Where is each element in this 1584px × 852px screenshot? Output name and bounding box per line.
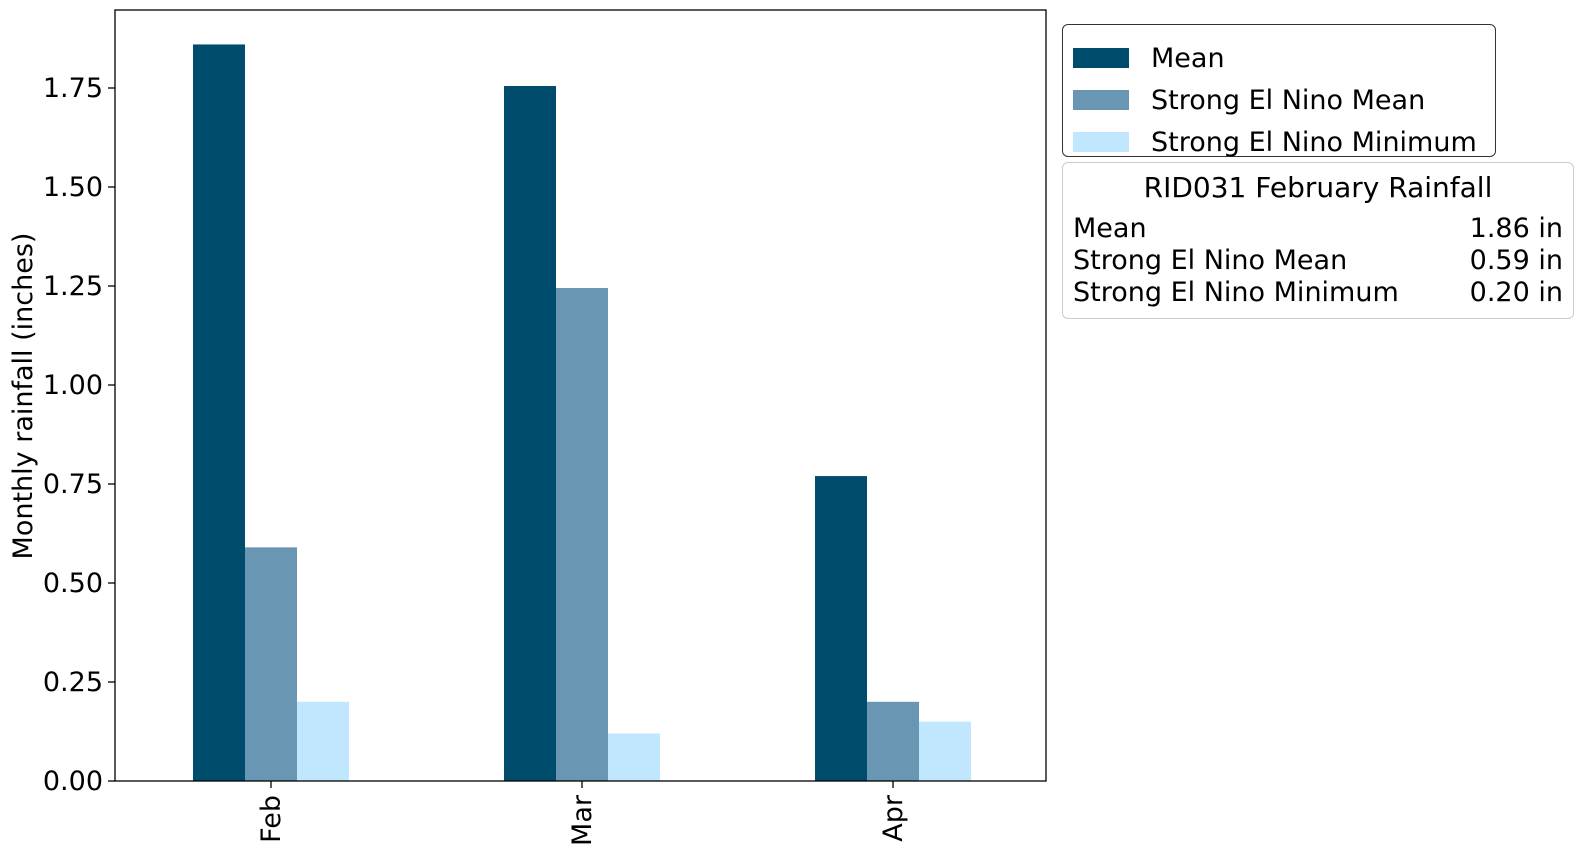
legend-swatch-mean [1073,48,1129,68]
legend-swatch-strong-el-nino-mean [1073,90,1129,110]
y-tick-label: 0.25 [43,667,103,698]
legend-swatch-strong-el-nino-minimum [1073,132,1129,152]
y-tick-label: 0.75 [43,469,103,500]
x-tick-label: Feb [256,795,287,843]
info-row-label: Strong El Nino Minimum [1073,277,1399,308]
info-row: Strong El Nino Mean 0.59 in [1073,245,1563,277]
legend-label: Mean [1151,42,1225,74]
bar-strong-el-nino-mean-feb [245,547,297,781]
info-row-label: Mean [1073,213,1147,244]
legend: Mean Strong El Nino Mean Strong El Nino … [1062,24,1496,158]
info-row-value: 1.86 in [1469,213,1563,244]
bar-mean-feb [193,44,245,781]
y-tick-label: 0.50 [43,568,103,599]
legend-label: Strong El Nino Mean [1151,84,1426,116]
x-tick-label: Mar [567,794,598,846]
x-tick-label: Apr [878,794,909,842]
info-box-title: RID031 February Rainfall [1143,171,1493,204]
y-tick-label: 1.25 [43,271,103,302]
legend-label: Strong El Nino Minimum [1151,126,1477,158]
info-row-value: 0.20 in [1469,277,1563,308]
info-box: RID031 February Rainfall Mean 1.86 in St… [1062,162,1574,319]
y-tick-label: 1.75 [43,73,103,104]
bar-mean-apr [815,476,867,781]
y-axis: 0.00 0.25 0.50 0.75 1.00 1.25 1.50 1.75 [43,73,115,797]
info-row-label: Strong El Nino Mean [1073,245,1348,276]
bar-strong-el-nino-mean-mar [556,287,608,781]
bars-group [193,44,971,781]
y-tick-label: 1.50 [43,172,103,203]
y-axis-label: Monthly rainfall (inches) [8,233,39,560]
legend-item-mean: Mean [1073,42,1225,74]
plot-frame [114,9,1047,782]
bar-strong-el-nino-minimum-mar [608,733,660,781]
x-axis: Feb Mar Apr [256,781,909,846]
y-tick-label: 1.00 [43,370,103,401]
bar-strong-el-nino-mean-apr [867,701,919,781]
info-row: Mean 1.86 in [1073,213,1563,245]
bar-mean-mar [504,86,556,781]
info-row-value: 0.59 in [1469,245,1563,276]
legend-item-strong-el-nino-mean: Strong El Nino Mean [1073,84,1426,116]
y-tick-label: 0.00 [43,766,103,797]
bar-strong-el-nino-minimum-feb [297,701,349,781]
legend-item-strong-el-nino-minimum: Strong El Nino Minimum [1073,126,1477,158]
info-row: Strong El Nino Minimum 0.20 in [1073,277,1563,309]
bar-strong-el-nino-minimum-apr [919,721,971,781]
